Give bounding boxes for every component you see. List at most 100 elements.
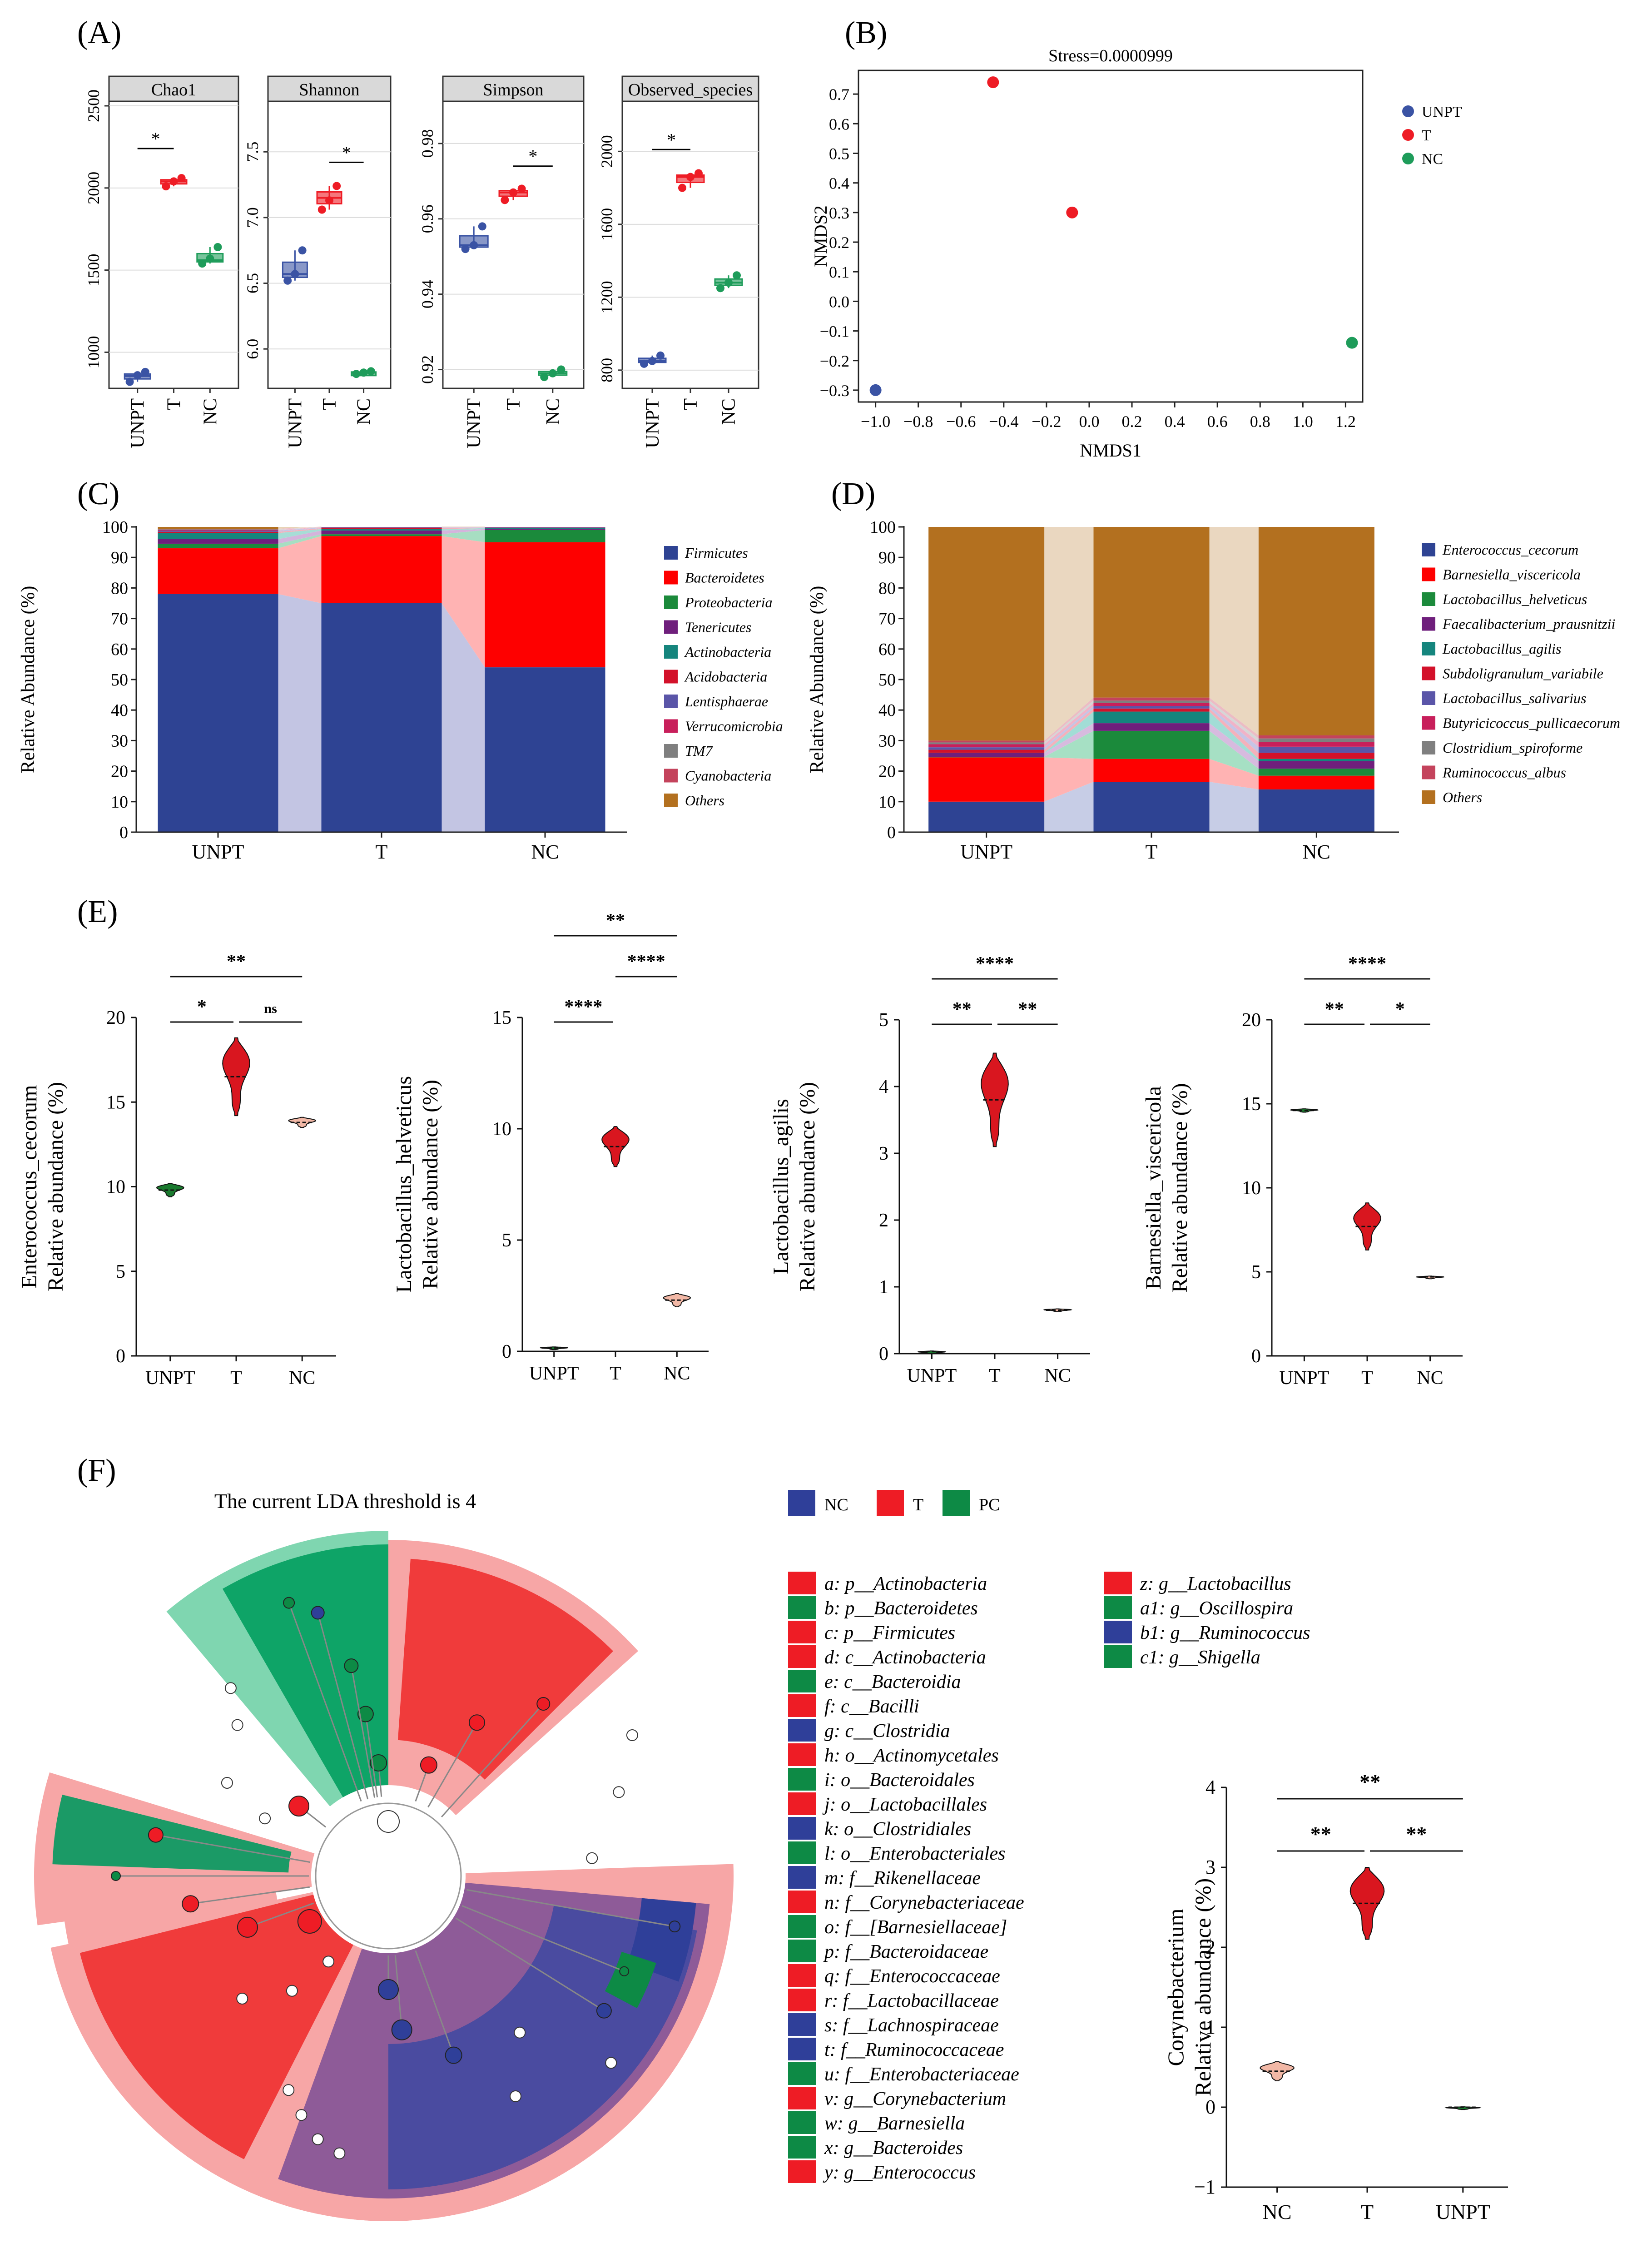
- legend-marker: [1402, 153, 1414, 164]
- bar-segment: [321, 536, 442, 603]
- legend-label: Enterococcus_cecorum: [1442, 541, 1578, 558]
- legend-swatch: [1422, 765, 1435, 779]
- taxon-swatch: [788, 1694, 816, 1717]
- data-point: [359, 368, 368, 377]
- flow-band: [1209, 723, 1259, 769]
- clade-node-nc: [391, 2019, 412, 2040]
- y-tick-label: 15: [492, 1007, 511, 1028]
- legend-swatch: [664, 670, 678, 684]
- bar-segment: [1258, 753, 1374, 759]
- flow-band: [442, 530, 485, 542]
- clade-sector-bacteroidetes: [223, 1544, 388, 1797]
- y-tick-label: 0.3: [829, 204, 849, 222]
- data-point: [987, 76, 999, 89]
- taxon-label: e: c__Bacteroidia: [824, 1672, 961, 1692]
- y-axis-label-unit: Relative abundance (%): [1190, 1878, 1215, 2096]
- clade-branch: [466, 1889, 675, 1927]
- y-axis-label-unit: Relative abundance (%): [418, 1080, 442, 1289]
- clade-sector-shigella: [52, 1794, 292, 1873]
- sig-label: **: [606, 910, 625, 931]
- panel-label-b: (B): [845, 15, 887, 50]
- legend-swatch: [1422, 567, 1435, 581]
- facet-strip: [621, 75, 759, 102]
- sig-label: ns: [264, 1001, 277, 1016]
- bar-segment: [1258, 789, 1374, 832]
- bar-segment: [928, 749, 1045, 753]
- x-tick-label: UNPT: [192, 841, 244, 863]
- facet-strip: [442, 75, 585, 102]
- flow-band: [278, 526, 322, 529]
- legend-label: Others: [685, 792, 724, 809]
- data-point: [198, 259, 207, 268]
- bar-segment: [321, 527, 442, 528]
- taxon-label: c1: g__Shigella: [1140, 1647, 1260, 1668]
- y-axis-label-unit: Relative abundance (%): [1168, 1083, 1192, 1292]
- flow-band: [278, 529, 322, 539]
- flow-band: [1044, 757, 1094, 802]
- bar-segment: [1093, 759, 1210, 782]
- taxon-label: b: p__Bacteroidetes: [824, 1598, 978, 1619]
- taxon-swatch: [788, 2160, 816, 2183]
- clade-node-pc: [283, 1597, 295, 1609]
- taxon-label: d: c__Actinobacteria: [824, 1647, 986, 1668]
- clade-node-unenriched: [221, 1777, 233, 1789]
- x-tick-label: UNPT: [128, 398, 149, 448]
- taxon-label: f: c__Bacilli: [824, 1696, 919, 1717]
- y-axis-label-taxon: Lactobacillus_helveticus: [392, 1076, 416, 1293]
- x-tick-label: 0.6: [1207, 412, 1228, 431]
- legend-swatch: [664, 595, 678, 609]
- clade-node-unenriched: [510, 2090, 521, 2102]
- x-tick-label: 0.0: [1079, 412, 1099, 431]
- flow-band: [1044, 708, 1094, 753]
- flow-band: [1044, 711, 1094, 753]
- bar-segment: [1093, 723, 1210, 731]
- legend-label: Tenericutes: [685, 619, 751, 635]
- x-tick-label: T: [610, 1363, 621, 1384]
- violin-body: [222, 1037, 250, 1117]
- sig-label: ****: [1348, 953, 1386, 974]
- facet-strip: [108, 75, 239, 102]
- y-tick-label: 5: [1251, 1262, 1261, 1283]
- x-tick-label: NC: [1044, 1365, 1071, 1386]
- flow-band: [1044, 703, 1094, 748]
- y-tick-label: 50: [878, 670, 896, 690]
- legend-swatch: [1422, 642, 1435, 655]
- sig-label: *: [667, 129, 676, 150]
- flow-band: [1044, 697, 1094, 743]
- facet-title: Shannon: [299, 80, 360, 99]
- taxon-label: q: f__Enterococcaceae: [824, 1966, 1000, 1987]
- data-point: [540, 373, 549, 382]
- legend-swatch: [664, 719, 678, 733]
- legend-swatch: [1422, 716, 1435, 730]
- y-tick-label: 1000: [84, 336, 103, 368]
- legend-label: Others: [1443, 789, 1482, 805]
- y-axis-label-unit: Relative abundance (%): [44, 1082, 68, 1291]
- y-tick-label: 100: [870, 518, 896, 537]
- bar-segment: [321, 529, 442, 531]
- y-tick-label: 50: [111, 670, 128, 690]
- y-tick-label: 10: [111, 793, 128, 812]
- bar-segment: [1258, 775, 1374, 789]
- legend-swatch: [1422, 790, 1435, 804]
- y-tick-label: 70: [111, 610, 128, 629]
- clade-branch: [415, 1950, 455, 2056]
- bar-segment: [158, 531, 278, 533]
- y-tick-label: 0.96: [418, 204, 437, 233]
- clade-root: [377, 1810, 400, 1833]
- sig-label: **: [227, 951, 246, 972]
- clade-node-unenriched: [224, 1682, 237, 1694]
- bar-segment: [158, 594, 278, 832]
- legend-label: Barnesiella_viscericola: [1443, 566, 1581, 583]
- taxon-swatch: [788, 1989, 816, 2011]
- data-point: [1066, 206, 1078, 218]
- bar-segment: [158, 533, 278, 539]
- legend-label: Proteobacteria: [685, 594, 773, 610]
- legend-swatch: [1422, 666, 1435, 680]
- clade-branch: [427, 1722, 478, 1808]
- x-tick-label: −0.4: [989, 412, 1018, 431]
- y-tick-label: 0: [1206, 2096, 1215, 2118]
- taxon-label: h: o__Actinomycetales: [824, 1745, 999, 1766]
- clade-node-pc: [111, 1871, 121, 1881]
- flow-band: [278, 594, 322, 832]
